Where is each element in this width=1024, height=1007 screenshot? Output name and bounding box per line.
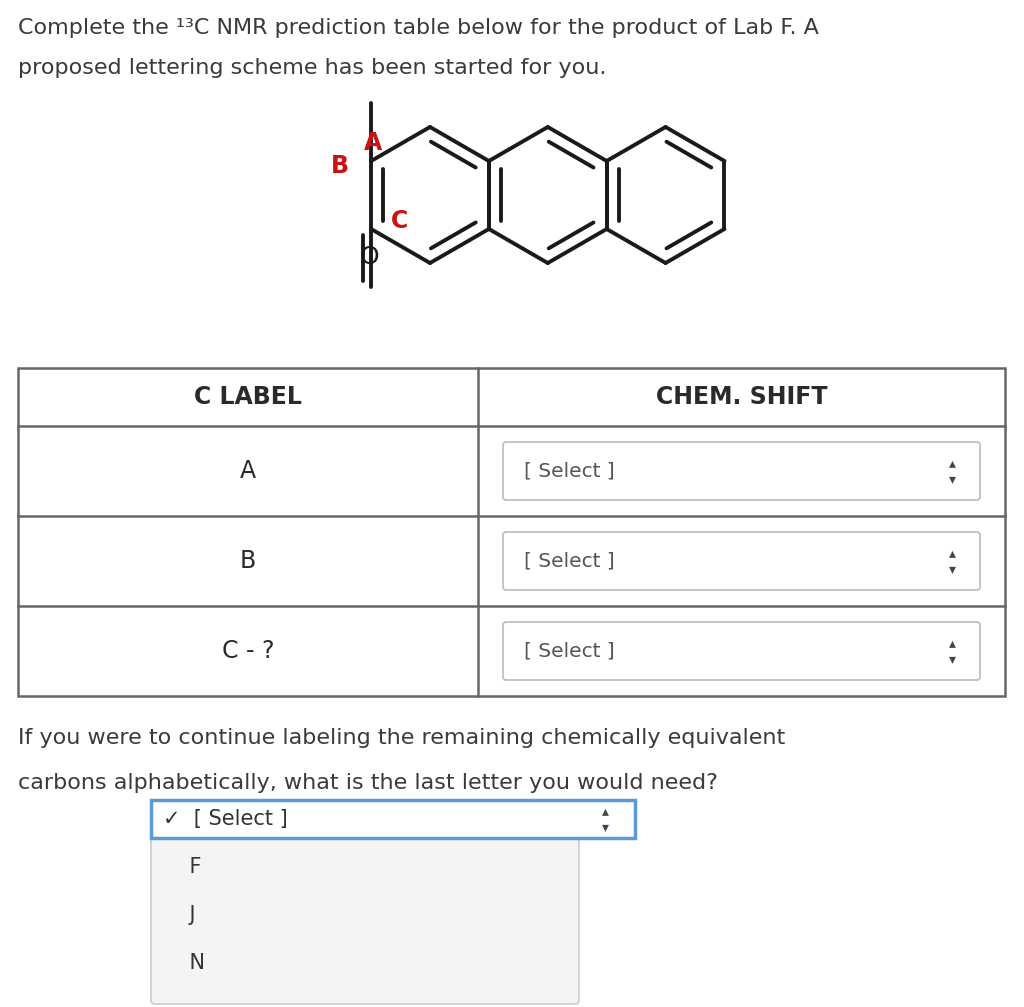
Text: ▴
▾: ▴ ▾ (948, 546, 955, 576)
Text: N: N (163, 953, 205, 973)
Text: [ Select ]: [ Select ] (524, 641, 614, 661)
Text: F: F (163, 857, 202, 877)
Text: ▴
▾: ▴ ▾ (948, 635, 955, 666)
Text: CHEM. SHIFT: CHEM. SHIFT (655, 385, 827, 409)
Text: A: A (240, 459, 256, 483)
Text: J: J (163, 905, 196, 925)
FancyBboxPatch shape (503, 622, 980, 680)
Text: ▴
▾: ▴ ▾ (948, 456, 955, 486)
Text: ✓  [ Select ]: ✓ [ Select ] (163, 809, 288, 829)
Text: C: C (391, 209, 409, 233)
Text: C - ?: C - ? (222, 639, 274, 663)
Bar (18, 368, 1005, 696)
Text: carbons alphabetically, what is the last letter you would need?: carbons alphabetically, what is the last… (18, 773, 718, 793)
FancyBboxPatch shape (503, 532, 980, 590)
Text: proposed lettering scheme has been started for you.: proposed lettering scheme has been start… (18, 58, 606, 78)
Text: If you were to continue labeling the remaining chemically equivalent: If you were to continue labeling the rem… (18, 728, 785, 748)
FancyBboxPatch shape (151, 834, 579, 1004)
Text: B: B (240, 549, 256, 573)
Text: [ Select ]: [ Select ] (524, 552, 614, 571)
Text: B: B (331, 154, 349, 178)
Text: Complete the ¹³C NMR prediction table below for the product of Lab F. A: Complete the ¹³C NMR prediction table be… (18, 18, 819, 38)
Text: O: O (359, 245, 379, 269)
FancyBboxPatch shape (503, 442, 980, 500)
FancyBboxPatch shape (151, 800, 635, 838)
Text: C LABEL: C LABEL (195, 385, 302, 409)
Text: A: A (364, 131, 382, 155)
Text: ▴
▾: ▴ ▾ (601, 804, 608, 834)
Text: [ Select ]: [ Select ] (524, 461, 614, 480)
